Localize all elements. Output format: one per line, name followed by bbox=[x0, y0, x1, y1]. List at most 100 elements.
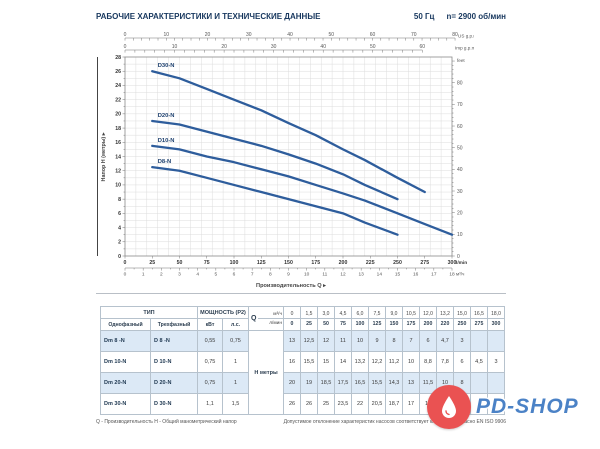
head-value: 12,2 bbox=[368, 351, 386, 373]
svg-text:75: 75 bbox=[204, 260, 210, 266]
svg-text:D8-N: D8-N bbox=[158, 159, 172, 165]
svg-text:30: 30 bbox=[246, 32, 252, 38]
col-single-phase: Однофазный bbox=[100, 318, 151, 331]
head-value: 16,5 bbox=[351, 372, 369, 394]
svg-text:25: 25 bbox=[149, 260, 155, 266]
curve-D10-N bbox=[151, 144, 454, 236]
head-value: 17 bbox=[402, 393, 420, 415]
svg-text:70: 70 bbox=[411, 32, 417, 38]
svg-text:225: 225 bbox=[366, 260, 375, 266]
svg-text:10: 10 bbox=[163, 32, 169, 38]
svg-text:14: 14 bbox=[115, 154, 121, 160]
svg-text:D30-N: D30-N bbox=[158, 63, 175, 69]
power-hp: 1 bbox=[222, 372, 249, 394]
q-column-header: 7,5 125 bbox=[368, 306, 386, 331]
svg-text:4: 4 bbox=[196, 272, 199, 278]
svg-text:60: 60 bbox=[420, 44, 426, 50]
svg-text:100: 100 bbox=[230, 260, 239, 266]
svg-text:12: 12 bbox=[115, 169, 121, 175]
head-value: 9 bbox=[368, 330, 386, 352]
svg-text:40: 40 bbox=[457, 167, 463, 173]
head-value: 10 bbox=[402, 351, 420, 373]
svg-text:40: 40 bbox=[320, 44, 326, 50]
svg-text:125: 125 bbox=[257, 260, 266, 266]
svg-text:16: 16 bbox=[413, 272, 419, 278]
svg-text:150: 150 bbox=[284, 260, 293, 266]
shop-logo: PD-SHOP bbox=[427, 385, 579, 429]
svg-text:10: 10 bbox=[457, 232, 463, 238]
svg-text:14: 14 bbox=[377, 272, 383, 278]
svg-text:24: 24 bbox=[115, 83, 121, 89]
head-value: 17,5 bbox=[334, 372, 352, 394]
svg-text:feet: feet bbox=[457, 58, 465, 63]
head-value: 14 bbox=[334, 351, 352, 373]
svg-text:60: 60 bbox=[457, 124, 463, 130]
power-kw: 1,1 bbox=[197, 393, 223, 415]
power-hp: 1,5 bbox=[222, 393, 249, 415]
svg-text:300: 300 bbox=[448, 260, 457, 266]
col-hp: л.с. bbox=[222, 318, 249, 331]
svg-text:D10-N: D10-N bbox=[158, 138, 175, 144]
svg-text:18: 18 bbox=[449, 272, 455, 278]
svg-text:6: 6 bbox=[118, 211, 121, 217]
svg-text:10: 10 bbox=[304, 272, 310, 278]
svg-text:28: 28 bbox=[115, 55, 121, 61]
model-single-phase: Dm 20-N bbox=[100, 372, 151, 394]
footnote-legend: Q - Производительность H - Общий маномет… bbox=[96, 419, 237, 425]
svg-text:80: 80 bbox=[457, 80, 463, 86]
svg-text:D20-N: D20-N bbox=[158, 113, 175, 119]
svg-text:5: 5 bbox=[214, 272, 217, 278]
head-value: 20,5 bbox=[368, 393, 386, 415]
head-value: 13,2 bbox=[351, 351, 369, 373]
svg-text:50: 50 bbox=[177, 260, 183, 266]
head-value: 15,5 bbox=[368, 372, 386, 394]
svg-text:22: 22 bbox=[115, 97, 121, 103]
svg-text:4: 4 bbox=[118, 225, 121, 231]
svg-text:12: 12 bbox=[340, 272, 346, 278]
svg-text:Imp g.p.m.: Imp g.p.m. bbox=[455, 46, 474, 51]
head-value: 26 bbox=[283, 393, 301, 415]
head-value: 20 bbox=[283, 372, 301, 394]
head-value: 15 bbox=[317, 351, 335, 373]
type-header: ТИП bbox=[100, 306, 198, 319]
svg-text:15: 15 bbox=[395, 272, 401, 278]
frequency-label: 50 Гц bbox=[413, 12, 435, 21]
svg-text:10: 10 bbox=[172, 44, 178, 50]
head-value: 12,5 bbox=[300, 330, 318, 352]
divider-line bbox=[96, 293, 506, 294]
speed-label: n= 2900 об/мин bbox=[446, 12, 506, 21]
model-three-phase: D 10-N bbox=[150, 351, 198, 373]
table-row: Dm 10-N D 10-N 0,75 1 16 15,5 15 14 13,2 12,2 11,2… bbox=[100, 351, 505, 373]
q-label: Q bbox=[251, 315, 257, 322]
svg-text:20: 20 bbox=[457, 210, 463, 216]
head-value: 3 bbox=[487, 351, 505, 373]
head-value: 4,7 bbox=[436, 330, 454, 352]
model-three-phase: D 8 -N bbox=[150, 330, 198, 352]
svg-text:50: 50 bbox=[329, 32, 335, 38]
q-column-header: 18,0 300 bbox=[487, 306, 505, 331]
head-value: 16 bbox=[283, 351, 301, 373]
svg-text:50: 50 bbox=[457, 145, 463, 151]
svg-text:7: 7 bbox=[251, 272, 254, 278]
svg-text:20: 20 bbox=[205, 32, 211, 38]
head-value: 8 bbox=[385, 330, 403, 352]
page-header: РАБОЧИЕ ХАРАКТЕРИСТИКИ И ТЕХНИЧЕСКИЕ ДАН… bbox=[96, 12, 506, 21]
q-column-header: 4,5 75 bbox=[334, 306, 352, 331]
table-row: Dm 20-N D 20-N 0,75 1 20 19 18,5 17,5 16,5 15,5 14… bbox=[100, 372, 505, 394]
logo-text: PD-SHOP bbox=[476, 395, 579, 418]
svg-text:30: 30 bbox=[457, 189, 463, 195]
power-kw: 0,75 bbox=[197, 351, 223, 373]
head-value: 11 bbox=[334, 330, 352, 352]
curve-D8-N bbox=[151, 166, 399, 236]
svg-text:10: 10 bbox=[115, 183, 121, 189]
power-hp: 0,75 bbox=[222, 330, 249, 352]
table-row: Dm 8 -N D 8 -N 0,55 0,75 H метры 13 12,5 12 11 10… bbox=[100, 330, 505, 415]
q-column-header: 15,0 250 bbox=[453, 306, 471, 331]
svg-text:70: 70 bbox=[457, 102, 463, 108]
svg-text:Производительность Q ▸: Производительность Q ▸ bbox=[256, 283, 327, 289]
svg-text:175: 175 bbox=[311, 260, 320, 266]
q-column-header: 12,0 200 bbox=[419, 306, 437, 331]
svg-text:0: 0 bbox=[457, 254, 460, 260]
svg-text:250: 250 bbox=[393, 260, 402, 266]
